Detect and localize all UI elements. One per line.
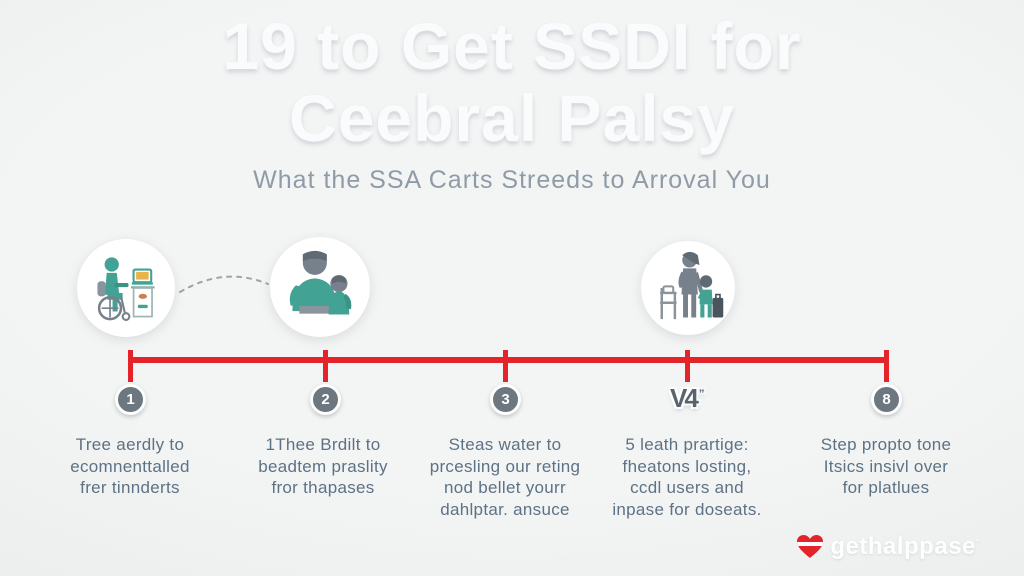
caregiver-child-icon <box>641 241 735 335</box>
caregiver-child-graphic <box>660 251 724 320</box>
step-marker-2: 2 <box>310 384 341 415</box>
step-marker-5: 8 <box>871 384 902 415</box>
step-text-5: Step propto tone Itsics insivl over for … <box>820 435 952 497</box>
page-title: 19 to Get SSDI for Ceebral Palsy <box>0 10 1024 154</box>
parent-child-icon <box>270 237 370 337</box>
step-marker-4: V4” <box>670 383 705 413</box>
page-subtitle: What the SSA Carts Streeds to Arroval Yo… <box>253 166 771 194</box>
step-marker-1: 1 <box>115 384 146 415</box>
timeline-tick-1 <box>128 350 133 382</box>
brand-name: gethalppase° <box>830 533 980 560</box>
title-line-2: Ceebral Palsy <box>289 81 735 155</box>
brand-logo: gethalppase° <box>796 531 980 563</box>
step-text-1: Tree aerdly to ecomnenttalled frer tinnd… <box>70 435 190 497</box>
step-text-3: Steas water to prcesling our reting nod … <box>429 435 581 519</box>
marker-4-suffix: ” <box>698 388 705 401</box>
brand-trademark: ° <box>975 537 980 547</box>
parent-child-graphic <box>289 250 352 315</box>
timeline-tick-3 <box>503 350 508 382</box>
timeline-tick-2 <box>323 350 328 382</box>
step-text-2: 1Thee Brdilt to beadtem praslity fror th… <box>258 435 388 497</box>
timeline-tick-5 <box>884 350 889 382</box>
timeline-tick-4 <box>685 350 690 382</box>
timeline-line <box>128 357 889 363</box>
step-text-4: 5 leath prartige: fheatons losting, ccdl… <box>612 435 762 519</box>
heart-icon <box>797 535 824 558</box>
dashed-connector-arc <box>179 275 269 293</box>
wheelchair-desk-graphic <box>97 257 155 321</box>
title-line-1: 19 to Get SSDI for <box>222 9 802 83</box>
wheelchair-desk-icon <box>77 239 175 337</box>
step-marker-3: 3 <box>490 384 521 415</box>
